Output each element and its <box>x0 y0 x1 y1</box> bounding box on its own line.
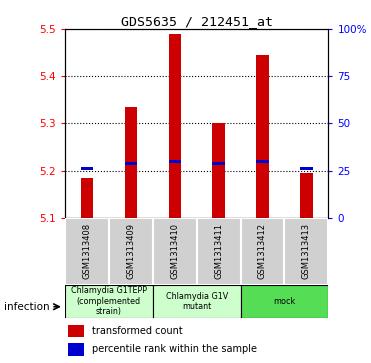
Text: Chlamydia G1V
mutant: Chlamydia G1V mutant <box>165 291 228 311</box>
Text: GSM1313409: GSM1313409 <box>126 223 135 280</box>
Bar <box>81 178 93 218</box>
Text: GSM1313412: GSM1313412 <box>258 223 267 280</box>
Bar <box>197 218 240 285</box>
Text: transformed count: transformed count <box>92 326 183 336</box>
Bar <box>68 343 84 356</box>
Bar <box>125 107 137 218</box>
Text: GSM1313413: GSM1313413 <box>302 223 311 280</box>
Bar <box>168 160 181 163</box>
Text: infection: infection <box>4 302 49 312</box>
Bar <box>81 167 93 170</box>
Text: GSM1313410: GSM1313410 <box>170 223 179 280</box>
Text: percentile rank within the sample: percentile rank within the sample <box>92 344 257 354</box>
Text: GSM1313411: GSM1313411 <box>214 223 223 280</box>
Bar <box>153 218 197 285</box>
Bar <box>213 162 225 165</box>
Title: GDS5635 / 212451_at: GDS5635 / 212451_at <box>121 15 273 28</box>
Text: GSM1313408: GSM1313408 <box>82 223 91 280</box>
Bar <box>109 218 153 285</box>
Bar <box>213 123 225 218</box>
Bar <box>300 173 312 218</box>
Bar <box>65 285 153 318</box>
Bar <box>153 285 240 318</box>
Bar <box>68 325 84 337</box>
Bar <box>256 160 269 163</box>
Bar <box>240 285 328 318</box>
Bar <box>125 162 137 165</box>
Bar <box>300 167 312 170</box>
Bar <box>65 218 109 285</box>
Bar <box>168 34 181 218</box>
Bar <box>285 218 328 285</box>
Text: mock: mock <box>273 297 296 306</box>
Text: Chlamydia G1TEPP
(complemented
strain): Chlamydia G1TEPP (complemented strain) <box>71 286 147 316</box>
Bar <box>240 218 285 285</box>
Bar <box>256 55 269 218</box>
